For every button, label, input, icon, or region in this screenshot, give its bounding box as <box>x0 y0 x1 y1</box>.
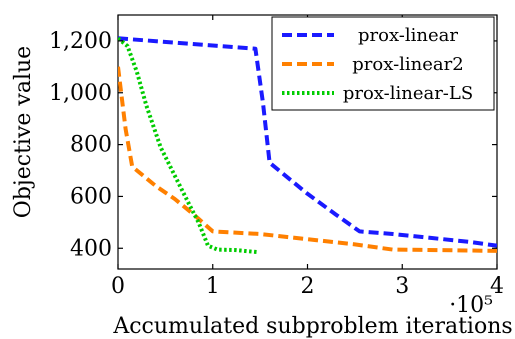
ticks-layer: 0 1 2 3 4 400 600 800 1,000 1,200 <box>49 15 504 299</box>
x-tick-label: 0 <box>111 274 125 299</box>
series-line-prox-linear-LS <box>118 36 259 255</box>
legend-label: prox-linear <box>358 25 458 46</box>
y-tick-label: 1,000 <box>49 81 112 106</box>
y-axis-label: Objective value <box>11 46 36 218</box>
series-line-prox-linear <box>118 36 497 248</box>
x-tick-label: 2 <box>301 274 315 299</box>
x-tick-label: 3 <box>395 274 409 299</box>
x-axis-label: Accumulated subproblem iterations <box>112 314 512 339</box>
y-tick-label: 800 <box>70 133 112 158</box>
y-tick-label: 400 <box>70 236 112 261</box>
x-tick-label: 4 <box>490 274 504 299</box>
legend: prox-linear prox-linear2 prox-linear-LS <box>271 16 495 111</box>
y-tick-label: 1,200 <box>49 29 112 54</box>
legend-label: prox-linear-LS <box>343 83 473 104</box>
series-line-prox-linear2 <box>118 66 497 253</box>
x-axis-scale-label: ·10⁵ <box>449 293 493 318</box>
series-layer <box>118 36 497 255</box>
x-tick-label: 1 <box>206 274 220 299</box>
legend-label: prox-linear2 <box>352 54 463 75</box>
y-tick-label: 600 <box>70 184 112 209</box>
